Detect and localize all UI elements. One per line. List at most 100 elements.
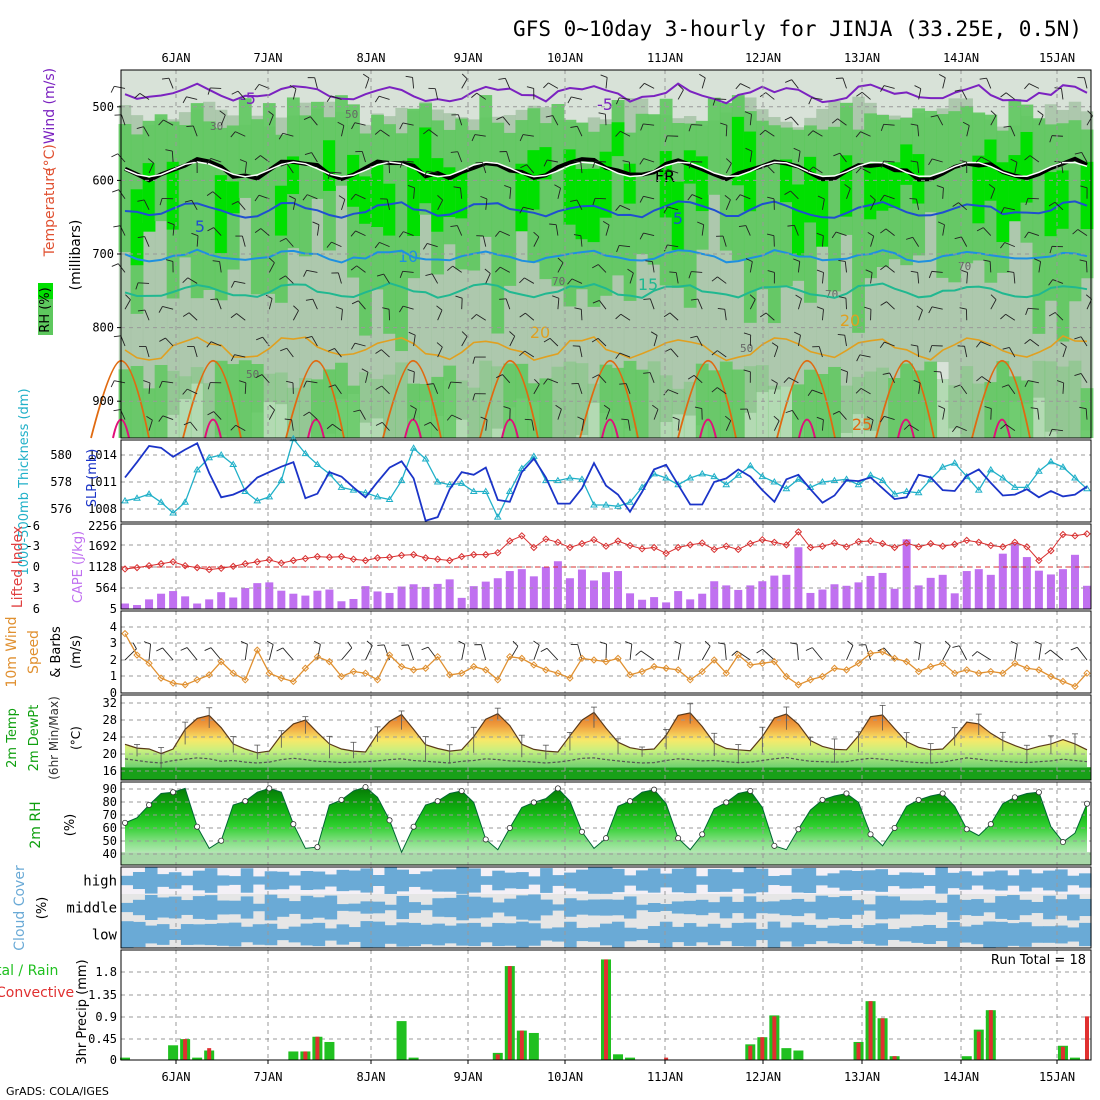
cloud-cell [504,923,517,946]
wind-barb [555,404,562,420]
wind-barb [399,305,414,313]
wind-barb [831,231,847,239]
precip-convective-bar [495,1054,500,1060]
cloud-cell [839,924,853,945]
temp-minmax-bar [783,706,790,730]
day-label-top: 15JAN [1039,51,1075,65]
wind-barb [831,118,847,126]
lifted-index-point [686,541,694,549]
cloud-cell [767,875,781,886]
cloud-cell [600,923,613,946]
rh-cell [852,129,865,333]
wind-barb [307,77,318,89]
wind-speed-point [530,661,538,669]
cloud-cell [228,876,242,885]
cloud-cell [204,923,218,946]
wind-barb [191,232,199,247]
isotherm-30 [699,418,717,439]
wind-barb [951,425,967,433]
wind-barb [976,341,991,348]
wind-speed-point [602,657,610,666]
cape-bar [133,605,142,609]
y-tick-label: 900 [92,394,114,408]
thickness-point [193,465,202,473]
rh-cell [323,140,336,191]
cloud-cell [815,927,829,942]
wind-barb [1080,185,1088,199]
wind-barb [399,122,414,130]
wind-barb [838,259,847,273]
wind-speed-point [626,671,634,679]
cape-bar [181,596,190,609]
lifted-index-point [482,550,490,559]
rh-cell [563,361,577,438]
wind-speed-point [1047,672,1055,681]
cloud-cell [216,923,230,946]
wind-axis-label: Wind (m/s) [42,68,58,144]
thickness-point [626,498,634,505]
wind-barb [952,645,968,661]
wind-barb [543,82,559,89]
rh-cell [864,371,877,438]
isotherm-25 [479,359,539,439]
rh-point [915,796,922,803]
rh-cell [311,101,324,199]
cloud-cell [528,923,541,946]
temp-minmax-bar [422,736,429,761]
cloud-cell [468,922,481,947]
rh-axis-label: RH (%) [38,287,53,332]
rh-cell [635,113,649,255]
thickness-point [121,496,129,504]
rh-cell [467,130,481,271]
thickness-point [854,480,863,488]
rh-cell [142,163,156,232]
rh-tick-label: 60 [103,821,117,835]
rh-cell [816,175,829,247]
precip-total-bar [288,1051,299,1060]
rh-point [122,819,129,826]
cloud-cell [683,923,697,946]
cloud-cell [827,897,841,918]
cloud-cell [372,901,386,914]
isotherm-25 [971,359,1031,439]
rh-point [1084,800,1091,807]
cloud-cell [719,927,733,942]
isotherm-20 [124,334,1088,362]
lifted-tick-label: -6 [26,519,40,533]
cloud-cell [576,869,589,892]
rh-cell [154,114,168,222]
wind-barb [592,160,607,169]
precip-legend-total: tal / Rain [0,963,58,979]
wind-barb [278,132,294,140]
cloud-cell [468,896,481,919]
isotherm-25 [579,359,639,439]
cape-tick-label: 1128 [88,560,117,574]
wind-barb [910,123,920,137]
cape-bar [337,601,346,609]
day-label-bottom: 14JAN [943,1070,979,1084]
wind-barb [928,270,943,279]
rh-cell [443,365,457,438]
thickness-point [698,469,707,477]
cloud-cell [887,929,900,940]
rh-cell [274,185,288,236]
precip-convective-bar [760,1037,765,1060]
day-label-bottom: 12JAN [745,1070,781,1084]
lifted-index-point [963,536,971,545]
wind-barb [663,206,679,214]
cloud-cell [755,928,769,941]
precip-convective-bar [604,959,608,1060]
cloud-cell [288,901,302,914]
precip-total-bar [192,1057,203,1060]
wind-barb [914,85,922,100]
lifted-index-point [746,539,755,548]
wind-barb [407,185,415,199]
wind-speed-point [590,656,598,664]
lifted-index-point [1011,538,1019,547]
precip-convective-bar [1060,1046,1065,1060]
cloud-cell [1067,927,1080,942]
wind-barb [557,257,564,273]
rh-contour-label: 50 [345,108,358,121]
cape-bar [1034,570,1043,609]
precip-total-bar [408,1057,419,1060]
